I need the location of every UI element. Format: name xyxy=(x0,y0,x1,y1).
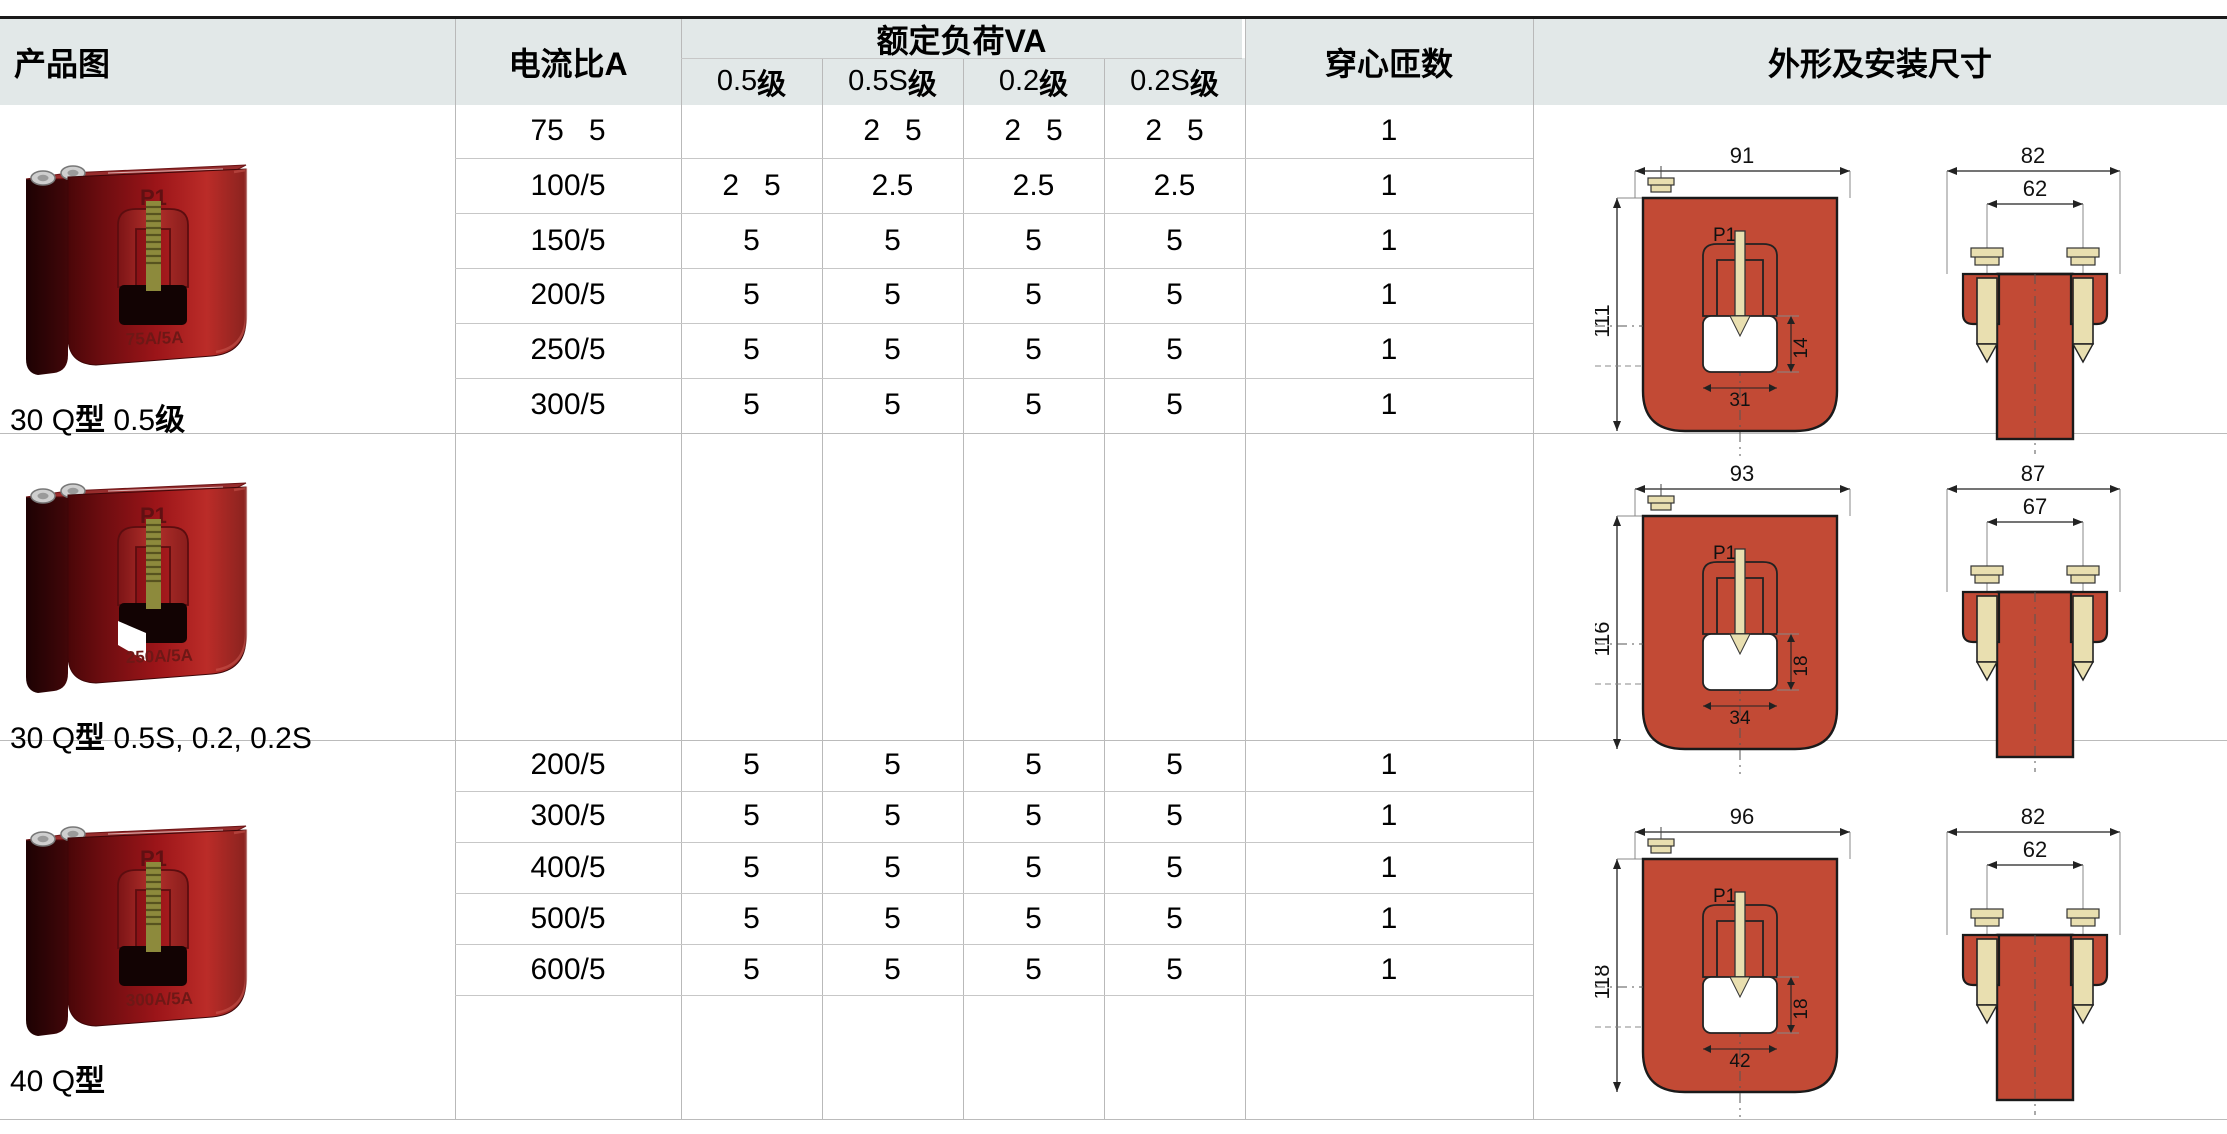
svg-text:18: 18 xyxy=(1791,999,1812,1020)
svg-text:31: 31 xyxy=(1729,390,1750,411)
svg-text:34: 34 xyxy=(1729,708,1751,729)
svg-text:42: 42 xyxy=(1729,1051,1750,1072)
svg-text:118: 118 xyxy=(1595,965,1614,1000)
svg-text:P1: P1 xyxy=(1713,225,1736,246)
svg-text:18: 18 xyxy=(1791,656,1812,677)
svg-text:P1: P1 xyxy=(1713,543,1736,564)
svg-text:96: 96 xyxy=(1730,804,1754,829)
svg-text:67: 67 xyxy=(2023,494,2047,519)
svg-text:111: 111 xyxy=(1595,304,1614,337)
svg-text:82: 82 xyxy=(2021,143,2045,168)
svg-text:87: 87 xyxy=(2021,461,2045,486)
svg-text:75A/5A: 75A/5A xyxy=(125,328,183,349)
svg-text:82: 82 xyxy=(2021,804,2045,829)
svg-text:62: 62 xyxy=(2023,176,2047,201)
svg-text:300A/5A: 300A/5A xyxy=(125,989,193,1010)
svg-text:91: 91 xyxy=(1730,143,1754,168)
svg-text:62: 62 xyxy=(2023,837,2047,862)
svg-text:250A/5A: 250A/5A xyxy=(125,646,193,667)
svg-text:P1: P1 xyxy=(1713,886,1736,907)
svg-text:116: 116 xyxy=(1595,622,1614,657)
svg-text:14: 14 xyxy=(1791,337,1812,359)
svg-text:93: 93 xyxy=(1730,461,1754,486)
